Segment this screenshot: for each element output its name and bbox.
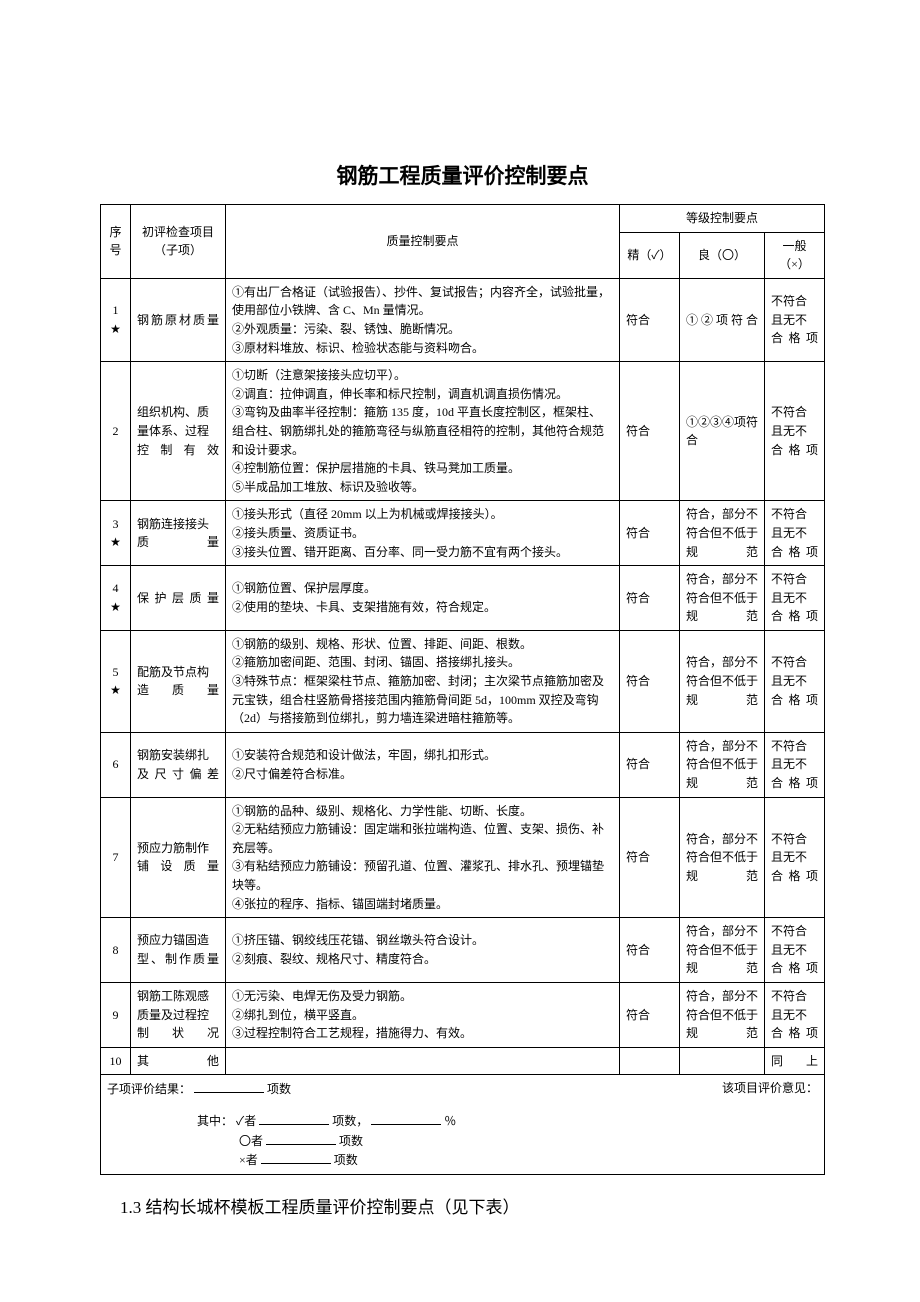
table-row: 9钢筋工陈观感质量及过程控制状况①无污染、电焊无伤及受力钢筋。②绑扎到位，横平竖… (101, 982, 825, 1047)
footer-left-label: 子项评价结果： (107, 1082, 191, 1096)
cell-liang: 符合，部分不符合但不低于规范 (679, 918, 764, 983)
cell-liang: 符合，部分不符合但不低于规范 (679, 501, 764, 566)
table-row: 10其他 同上 (101, 1047, 825, 1075)
th-jing: 精（✓） (619, 232, 679, 278)
page-title: 钢筋工程质量评价控制要点 (100, 160, 825, 190)
cell-jing: 符合 (619, 797, 679, 918)
cell-num: 9 (101, 982, 131, 1047)
cell-yiban: 不符合且无不合格项 (764, 982, 824, 1047)
cell-desc: ①钢筋的级别、规格、形状、位置、排距、间距、根数。②箍筋加密间距、范围、封闭、锚… (226, 630, 620, 732)
cell-liang: 符合，部分不符合但不低于规范 (679, 566, 764, 631)
footer-xiangshu2: 项数 (332, 1114, 356, 1128)
footer-xiangshu: 项数 (267, 1082, 291, 1096)
footer-qizhong: 其中： (197, 1114, 233, 1128)
cell-desc: ①有出厂合格证（试验报告）、抄件、复试报告；内容齐全，试验批量，使用部位小铁牌、… (226, 278, 620, 361)
cell-yiban: 同上 (764, 1047, 824, 1075)
footer-xiangshu3: 项数 (339, 1134, 363, 1148)
circle-icon: 〇者 (239, 1134, 263, 1148)
cell-jing: 符合 (619, 982, 679, 1047)
table-row: 5★配筋及节点构造质量①钢筋的级别、规格、形状、位置、排距、间距、根数。②箍筋加… (101, 630, 825, 732)
cell-num: 2 (101, 362, 131, 501)
cell-desc: ①切断（注意架接接头应切平）。②调直：拉伸调直，伸长率和标尺控制，调直机调直损伤… (226, 362, 620, 501)
cell-yiban: 不符合且无不合格项 (764, 918, 824, 983)
table-row: 2组织机构、质量体系、过程控制有效①切断（注意架接接头应切平）。②调直：拉伸调直… (101, 362, 825, 501)
cross-icon: ×者 (239, 1153, 258, 1167)
cell-jing: 符合 (619, 278, 679, 361)
table-footer: 子项评价结果： 项数 该项目评价意见： 其中： ✓者 项数， ％ (101, 1075, 825, 1174)
cell-item: 保护层质量 (131, 566, 226, 631)
cell-desc: ①钢筋位置、保护层厚度。②使用的垫块、卡具、支架措施有效，符合规定。 (226, 566, 620, 631)
cell-liang: ①②③④项符合 (679, 362, 764, 501)
cell-num: 1★ (101, 278, 131, 361)
cell-jing: 符合 (619, 918, 679, 983)
blank (259, 1111, 329, 1125)
th-yiban: 一般（×） (764, 232, 824, 278)
cell-jing: 符合 (619, 566, 679, 631)
footer-percent: ％ (444, 1114, 456, 1128)
cell-desc: ①钢筋的品种、级别、规格化、力学性能、切断、长度。②无粘结预应力筋铺设：固定端和… (226, 797, 620, 918)
cell-item: 钢筋连接接头质量 (131, 501, 226, 566)
cell-desc: ①无污染、电焊无伤及受力钢筋。②绑扎到位，横平竖直。③过程控制符合工艺规程，措施… (226, 982, 620, 1047)
cell-desc (226, 1047, 620, 1075)
cell-num: 3★ (101, 501, 131, 566)
cell-jing: 符合 (619, 362, 679, 501)
cell-liang: 符合，部分不符合但不低于规范 (679, 797, 764, 918)
cell-yiban: 不符合且无不合格项 (764, 732, 824, 797)
cell-yiban: 不符合且无不合格项 (764, 278, 824, 361)
table-row: 7预应力筋制作铺设质量①钢筋的品种、级别、规格化、力学性能、切断、长度。②无粘结… (101, 797, 825, 918)
cell-desc: ①安装符合规范和设计做法，牢固，绑扎扣形式。②尺寸偏差符合标准。 (226, 732, 620, 797)
th-item: 初评检查项目（子项） (131, 205, 226, 279)
cell-item: 其他 (131, 1047, 226, 1075)
th-grade-group: 等级控制要点 (619, 205, 824, 233)
cell-num: 7 (101, 797, 131, 918)
footer-right-label: 该项目评价意见： (722, 1079, 818, 1099)
cell-jing: 符合 (619, 501, 679, 566)
cell-liang: ①②项符合 (679, 278, 764, 361)
cell-item: 预应力筋制作铺设质量 (131, 797, 226, 918)
cell-num: 4★ (101, 566, 131, 631)
cell-liang: 符合，部分不符合但不低于规范 (679, 630, 764, 732)
cell-num: 10 (101, 1047, 131, 1075)
table-row: 6钢筋安装绑扎及尺寸偏差①安装符合规范和设计做法，牢固，绑扎扣形式。②尺寸偏差符… (101, 732, 825, 797)
table-row: 3★钢筋连接接头质量①接头形式（直径 20mm 以上为机械或焊接接头）。②接头质… (101, 501, 825, 566)
cell-item: 配筋及节点构造质量 (131, 630, 226, 732)
cell-liang: 符合，部分不符合但不低于规范 (679, 732, 764, 797)
table-row: 1★钢筋原材质量①有出厂合格证（试验报告）、抄件、复试报告；内容齐全，试验批量，… (101, 278, 825, 361)
quality-table: 序号 初评检查项目（子项） 质量控制要点 等级控制要点 精（✓） 良（〇） 一般… (100, 204, 825, 1175)
check-icon: ✓者 (236, 1114, 256, 1128)
blank (261, 1150, 331, 1164)
table-row: 8预应力锚固造型、制作质量①挤压锚、钢绞线压花锚、钢丝墩头符合设计。②刻痕、裂纹… (101, 918, 825, 983)
blank (194, 1079, 264, 1093)
section-heading: 1.3 结构长城杯模板工程质量评价控制要点（见下表） (120, 1193, 825, 1218)
cell-liang (679, 1047, 764, 1075)
cell-jing (619, 1047, 679, 1075)
cell-num: 8 (101, 918, 131, 983)
cell-yiban: 不符合且无不合格项 (764, 566, 824, 631)
table-row: 4★保护层质量①钢筋位置、保护层厚度。②使用的垫块、卡具、支架措施有效，符合规定… (101, 566, 825, 631)
th-liang: 良（〇） (679, 232, 764, 278)
footer-xiangshu4: 项数 (334, 1153, 358, 1167)
cell-num: 5★ (101, 630, 131, 732)
blank (266, 1131, 336, 1145)
cell-item: 钢筋原材质量 (131, 278, 226, 361)
cell-num: 6 (101, 732, 131, 797)
cell-item: 钢筋安装绑扎及尺寸偏差 (131, 732, 226, 797)
cell-yiban: 不符合且无不合格项 (764, 362, 824, 501)
cell-jing: 符合 (619, 732, 679, 797)
cell-yiban: 不符合且无不合格项 (764, 797, 824, 918)
cell-desc: ①挤压锚、钢绞线压花锚、钢丝墩头符合设计。②刻痕、裂纹、规格尺寸、精度符合。 (226, 918, 620, 983)
cell-liang: 符合，部分不符合但不低于规范 (679, 982, 764, 1047)
cell-jing: 符合 (619, 630, 679, 732)
th-desc: 质量控制要点 (226, 205, 620, 279)
cell-item: 预应力锚固造型、制作质量 (131, 918, 226, 983)
cell-desc: ①接头形式（直径 20mm 以上为机械或焊接接头）。②接头质量、资质证书。③接头… (226, 501, 620, 566)
th-num: 序号 (101, 205, 131, 279)
cell-yiban: 不符合且无不合格项 (764, 630, 824, 732)
cell-item: 组织机构、质量体系、过程控制有效 (131, 362, 226, 501)
blank (371, 1111, 441, 1125)
cell-yiban: 不符合且无不合格项 (764, 501, 824, 566)
cell-item: 钢筋工陈观感质量及过程控制状况 (131, 982, 226, 1047)
